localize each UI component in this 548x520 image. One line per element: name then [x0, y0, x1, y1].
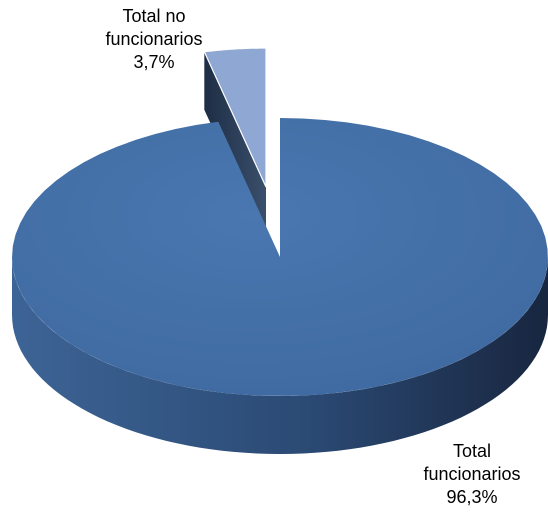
slice-label-line: funcionarios [105, 29, 202, 49]
pie-slice-funcionarios [12, 118, 548, 454]
slice-top-face [203, 47, 267, 188]
slice-label-line: 96,3% [446, 487, 497, 507]
slice-top-face [12, 118, 548, 396]
slice-label-line: 3,7% [133, 52, 174, 72]
slice-label-line: funcionarios [423, 464, 520, 484]
slice-label-no-funcionarios: Total no funcionarios 3,7% [105, 6, 202, 72]
slice-outer-wall [12, 257, 548, 454]
slice-label-funcionarios: Total funcionarios 96,3% [423, 441, 520, 507]
slice-label-line: Total [453, 441, 491, 461]
slice-label-line: Total no [122, 6, 185, 26]
